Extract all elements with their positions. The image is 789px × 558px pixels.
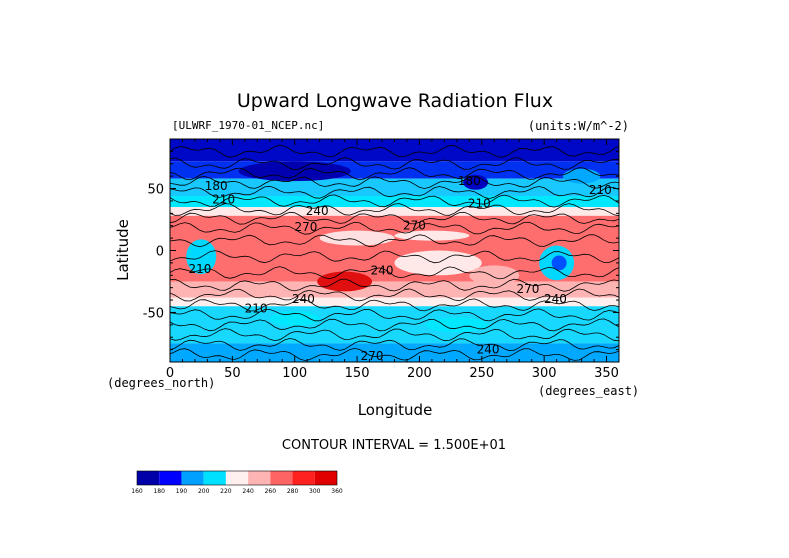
colorbar-swatch xyxy=(203,471,226,485)
field-patch xyxy=(469,265,520,286)
contour-label: 270 xyxy=(516,282,539,296)
contour-line xyxy=(170,308,619,322)
colorbar-swatch xyxy=(248,471,271,485)
contour-line xyxy=(170,278,619,292)
colorbar-swatch xyxy=(137,471,160,485)
y-tick-label: -50 xyxy=(143,306,164,321)
contour-line xyxy=(170,144,619,158)
colorbar-label: 280 xyxy=(287,488,299,495)
x-axis-title: Longitude xyxy=(358,401,433,419)
y-axis-title: Latitude xyxy=(114,219,132,281)
colorbar-label: 180 xyxy=(153,488,165,495)
contour-line xyxy=(170,288,619,302)
contour-label: 270 xyxy=(361,349,384,363)
y-tick-label: 0 xyxy=(156,245,164,260)
contour-label: 240 xyxy=(292,292,315,306)
contour-line xyxy=(170,211,619,225)
field-band xyxy=(170,161,619,179)
contour-line xyxy=(170,328,619,342)
contour-line xyxy=(170,185,619,199)
contour-label: 240 xyxy=(544,292,567,306)
colorbar-frame xyxy=(136,470,338,486)
contour-label: 210 xyxy=(212,193,235,207)
x-unit-label: (degrees_east) xyxy=(538,384,639,398)
field-patch xyxy=(394,230,470,241)
contour-lines xyxy=(170,144,619,361)
contour-label: 210 xyxy=(589,183,612,197)
contour-line xyxy=(170,194,619,208)
contour-interval-note: CONTOUR INTERVAL = 1.500E+01 xyxy=(282,438,506,453)
x-tick-label: 350 xyxy=(594,366,619,381)
field-patch xyxy=(269,311,320,327)
x-tick-label: 100 xyxy=(282,366,307,381)
colorbar-label: 240 xyxy=(242,488,254,495)
contour-line xyxy=(170,318,619,332)
contour-line xyxy=(170,203,619,217)
dataset-subtitle: [ULWRF_1970-01_NCEP.nc] xyxy=(172,119,324,132)
contour-line xyxy=(170,250,619,264)
y-axis-ticks: 50 0 -50 xyxy=(143,138,619,363)
field-patch xyxy=(394,250,482,276)
x-axis-ticks: 0 50 100 150 200 250 300 350 xyxy=(166,139,620,381)
colorbar-label: 220 xyxy=(220,488,232,495)
y-tick-label: 50 xyxy=(147,183,164,198)
contour-label: 270 xyxy=(294,220,317,234)
contour-label: 210 xyxy=(188,262,211,276)
contour-label: 240 xyxy=(306,204,329,218)
contour-line xyxy=(170,347,619,361)
colorbar-swatch xyxy=(159,471,182,485)
contour-line xyxy=(170,221,619,235)
field-patch xyxy=(317,271,373,292)
field-patch xyxy=(238,161,351,182)
contour-line xyxy=(170,157,619,171)
contour-label: 270 xyxy=(403,219,426,233)
contour-line xyxy=(170,338,619,352)
colorbar-label: 260 xyxy=(265,488,277,495)
colorbar-label: 300 xyxy=(309,488,321,495)
field-patch xyxy=(463,174,489,190)
field-band xyxy=(170,139,619,162)
x-tick-label: 0 xyxy=(166,366,174,381)
field-patch xyxy=(319,230,395,246)
x-tick-label: 50 xyxy=(224,366,241,381)
field-band xyxy=(170,207,619,216)
contour-label: 240 xyxy=(477,343,500,357)
colorbar-swatch xyxy=(270,471,293,485)
colorbar-swatch xyxy=(314,471,337,485)
x-tick-label: 200 xyxy=(407,366,432,381)
field-patch xyxy=(551,255,567,271)
contour-label: 210 xyxy=(245,302,268,316)
contour-line xyxy=(170,234,619,248)
contour-label: 180 xyxy=(458,174,481,188)
colorbar: 160 180 190 200 220 240 260 280 300 360 xyxy=(131,470,343,495)
x-tick-label: 300 xyxy=(532,366,557,381)
contour-label: 180 xyxy=(205,179,228,193)
colorbar-label: 160 xyxy=(131,488,143,495)
units-subtitle: (units:W/m^-2) xyxy=(528,119,629,133)
contour-label: 210 xyxy=(468,196,491,210)
colorbar-label: 190 xyxy=(176,488,188,495)
contour-line xyxy=(170,167,619,181)
plot-area xyxy=(170,139,619,362)
colorbar-swatch xyxy=(225,471,249,485)
field-patch xyxy=(425,317,489,333)
contour-line xyxy=(170,175,619,189)
contour-line xyxy=(170,298,619,312)
x-tick-label: 150 xyxy=(345,366,370,381)
colorbar-label: 360 xyxy=(331,488,343,495)
contour-label: 240 xyxy=(371,263,394,277)
colorbar-label: 200 xyxy=(198,488,210,495)
field-band xyxy=(170,343,619,362)
contour-line xyxy=(170,266,619,280)
colorbar-swatch xyxy=(292,471,315,485)
field-band xyxy=(170,297,619,307)
chart-title: Upward Longwave Radiation Flux xyxy=(237,90,553,112)
y-unit-label: (degrees_north) xyxy=(107,376,215,390)
x-tick-label: 250 xyxy=(469,366,494,381)
colorbar-swatch xyxy=(181,471,204,485)
